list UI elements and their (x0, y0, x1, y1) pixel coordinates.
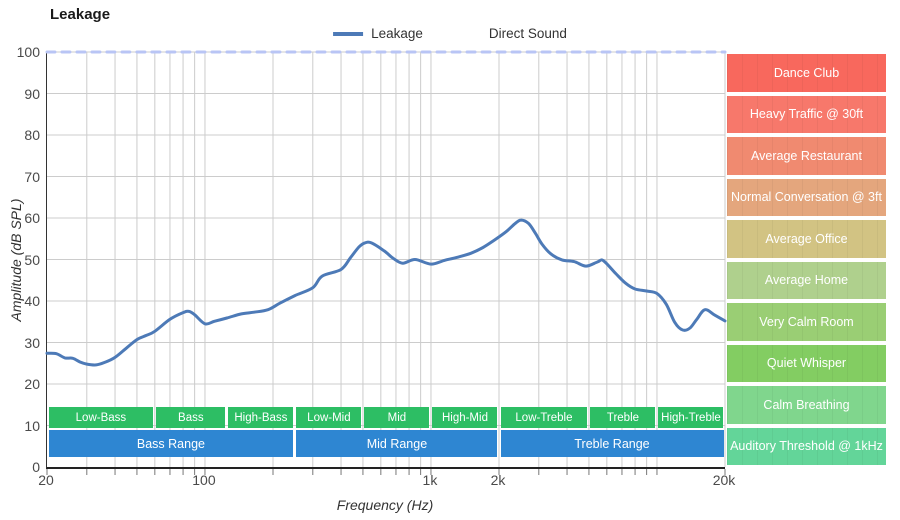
legend-label: Leakage (371, 26, 423, 41)
x-tick-label: 20 (38, 472, 54, 488)
y-tick-label: 100 (16, 44, 40, 60)
y-tick-label: 50 (24, 251, 40, 268)
y-tick-label: 0 (32, 459, 40, 475)
frequency-sub-band: Bass (156, 407, 226, 428)
frequency-sub-band: High-Bass (228, 407, 294, 428)
x-axis-title: Frequency (Hz) (336, 497, 434, 513)
loudness-reference-band: Average Office (727, 220, 886, 258)
y-tick-label: 40 (24, 293, 40, 309)
loudness-reference-band: Dance Club (727, 54, 886, 92)
legend: Leakage Direct Sound (333, 26, 567, 41)
loudness-reference-band: Quiet Whisper (727, 344, 886, 382)
legend-item-leakage[interactable]: Leakage (333, 26, 423, 41)
loudness-reference-band: Normal Conversation @ 3ft (727, 178, 886, 216)
x-tick-label: 20k (712, 472, 736, 488)
frequency-sub-band: Low-Bass (48, 407, 154, 428)
loudness-reference-band: Heavy Traffic @ 30ft (727, 95, 886, 133)
frequency-sub-band: Low-Treble (500, 407, 588, 428)
loudness-reference-band: Average Restaurant (727, 137, 886, 175)
chart-title: Leakage (50, 6, 111, 23)
y-tick-label: 70 (24, 168, 40, 185)
direct-sound-line-swatch-icon (451, 32, 481, 36)
frequency-sub-band: Mid (364, 407, 430, 428)
plot-canvas (45, 50, 727, 475)
x-tick-label: 2k (490, 472, 506, 488)
legend-item-direct-sound[interactable]: Direct Sound (451, 26, 567, 41)
y-tick-label: 60 (24, 210, 40, 226)
x-tick-label: 100 (192, 472, 216, 488)
leakage-curve (45, 218, 727, 367)
loudness-reference-band: Average Home (727, 261, 886, 299)
frequency-range-band: Mid Range (296, 430, 498, 457)
y-tick-label: 10 (24, 417, 40, 434)
loudness-reference-band: Very Calm Room (727, 303, 886, 341)
loudness-reference-band: Calm Breathing (727, 386, 886, 424)
frequency-range-band: Treble Range (500, 430, 724, 457)
y-tick-label: 20 (24, 376, 40, 392)
frequency-sub-band: Treble (590, 407, 656, 428)
y-tick-label: 90 (24, 85, 40, 102)
frequency-sub-band: High-Treble (658, 407, 724, 428)
x-tick-label: 1k (422, 472, 438, 488)
plot-area[interactable]: Low-Bass Bass High-Bass Low-Mid Mid High-Mid L… (45, 50, 727, 475)
leakage-line-swatch-icon (333, 31, 364, 36)
frequency-sub-band: High-Mid (432, 407, 498, 428)
frequency-range-band: Bass Range (48, 430, 294, 457)
frequency-sub-band: Low-Mid (296, 407, 362, 428)
y-tick-label: 80 (24, 127, 40, 143)
loudness-reference-band: Auditory Threshold @ 1kHz (727, 427, 886, 465)
y-tick-label: 30 (24, 334, 40, 351)
legend-label: Direct Sound (488, 26, 567, 41)
